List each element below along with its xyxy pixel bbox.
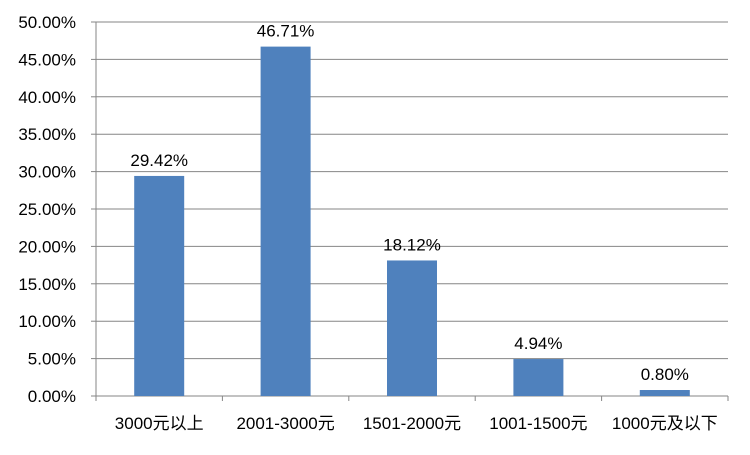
bar [513,359,564,396]
y-tick-label: 45.00% [18,50,76,69]
y-tick-label: 25.00% [18,200,76,219]
y-tick-label: 0.00% [28,387,76,406]
bar [639,390,690,396]
x-category-label: 1501-2000元 [363,414,461,433]
y-tick-label: 30.00% [18,163,76,182]
x-category-label: 3000元以上 [115,414,204,433]
bar [387,260,437,396]
bars [134,46,690,397]
x-category-label: 1000元及以下 [612,414,718,433]
bar-data-label: 18.12% [383,235,441,254]
y-axis-tick-labels: 0.00% 5.00% 10.00% 15.00% 20.00% 25.00% 30.00%… [18,13,76,406]
y-tick-label: 15.00% [18,275,76,294]
x-axis-category-labels: 3000元以上 2001-3000元 1501-2000元 1001-1500元 100… [115,414,718,433]
gridlines [96,21,728,360]
bar-data-label: 29.42% [130,151,188,170]
bar [134,175,185,396]
x-category-label: 1001-1500元 [489,414,587,433]
bar [260,46,311,397]
y-tick-label: 35.00% [18,125,76,144]
y-tick-label: 20.00% [18,237,76,256]
bar-data-label: 0.80% [641,365,689,384]
y-tick-label: 50.00% [18,13,76,32]
bar-data-label: 46.71% [257,22,315,41]
y-tick-label: 5.00% [28,350,76,369]
y-tick-label: 10.00% [18,312,76,331]
bar-data-label: 4.94% [514,334,562,353]
y-tick-label: 40.00% [18,88,76,107]
data-labels: 29.42% 46.71% 18.12% 4.94% 0.80% [130,22,689,384]
x-category-label: 2001-3000元 [236,414,334,433]
